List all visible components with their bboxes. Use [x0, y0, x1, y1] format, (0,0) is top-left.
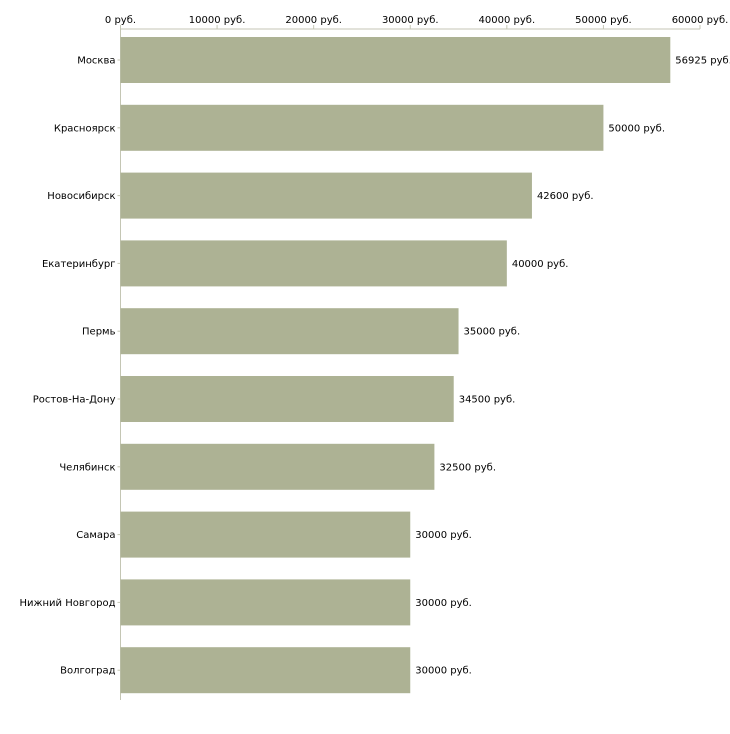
bar [120, 647, 411, 694]
x-tick-label: 30000 руб. [382, 15, 439, 26]
value-label: 56925 руб. [675, 56, 730, 67]
category-label: Москва [77, 56, 115, 67]
category-label: Екатеринбург [42, 259, 116, 270]
category-label: Новосибирск [47, 191, 115, 202]
category-label: Волгоград [60, 666, 115, 677]
value-label: 50000 руб. [608, 123, 665, 134]
value-label: 30000 руб. [415, 666, 472, 677]
bar [120, 104, 604, 151]
value-label: 40000 руб. [512, 259, 569, 270]
x-tick-label: 20000 руб. [285, 15, 342, 26]
value-label: 34500 руб. [459, 395, 516, 406]
value-label: 30000 руб. [415, 598, 472, 609]
bar [120, 579, 411, 626]
bar [120, 37, 671, 83]
x-tick-label: 10000 руб. [189, 15, 246, 26]
category-label: Ростов-На-Дону [33, 395, 116, 406]
bar [120, 172, 532, 219]
category-label: Красноярск [54, 123, 116, 134]
value-label: 30000 руб. [415, 530, 472, 541]
bar [120, 308, 459, 355]
value-label: 42600 руб. [537, 191, 594, 202]
bar [120, 376, 454, 422]
category-label: Челябинск [59, 462, 115, 473]
x-tick-label: 0 руб. [105, 15, 136, 26]
x-tick-label: 50000 руб. [575, 15, 632, 26]
category-label: Самара [76, 530, 115, 541]
bar [120, 511, 411, 558]
value-label: 32500 руб. [439, 462, 496, 473]
bar [120, 240, 507, 287]
category-label: Нижний Новгород [19, 598, 115, 609]
x-tick-label: 40000 руб. [479, 15, 536, 26]
bar [120, 443, 435, 490]
x-tick-label: 60000 руб. [672, 15, 729, 26]
category-label: Пермь [82, 327, 116, 338]
value-label: 35000 руб. [464, 327, 521, 338]
